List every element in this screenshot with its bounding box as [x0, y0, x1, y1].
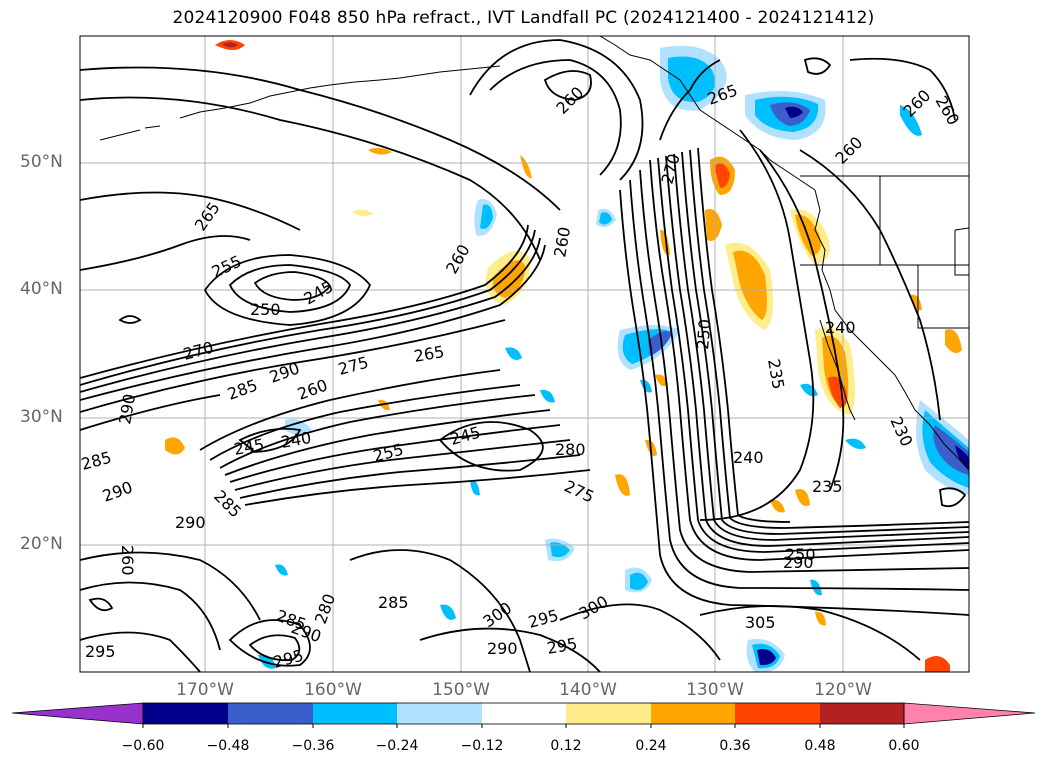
- contour-label: 280: [555, 440, 586, 459]
- contour-label: 290: [487, 639, 518, 658]
- contour-label: 285: [378, 593, 409, 612]
- lon-label: 150°W: [432, 680, 490, 700]
- colorbar-tick-label: 0.24: [635, 738, 667, 754]
- colorbar-tick-label: 0.36: [719, 738, 751, 754]
- anomaly-shading: [165, 40, 969, 672]
- colorbar-tick-label: −0.36: [291, 738, 335, 754]
- colorbar-extend-high: [903, 702, 1036, 725]
- map-title: 2024120900 F048 850 hPa refract., IVT La…: [172, 8, 875, 28]
- lon-label: 130°W: [686, 680, 744, 700]
- colorbar-tick-label: −0.48: [206, 738, 250, 754]
- lon-label: 120°W: [814, 680, 872, 700]
- colorbar-tick-label: −0.60: [121, 738, 165, 754]
- lat-label: 30°N: [20, 407, 63, 427]
- contour-label: 240: [825, 318, 856, 337]
- contour-label: 235: [812, 477, 843, 496]
- colorbar-tick-label: −0.12: [460, 738, 504, 754]
- colorbar-tick-label: 0.48: [804, 738, 836, 754]
- lat-label: 40°N: [20, 279, 63, 299]
- map-frame: [79, 35, 970, 673]
- lon-label: 140°W: [559, 680, 617, 700]
- colorbar-bin: [566, 703, 651, 724]
- colorbar-bin: [482, 703, 566, 724]
- colorbar: [11, 702, 1036, 728]
- colorbar-extend-low: [11, 702, 144, 725]
- contour-label: 260: [118, 545, 137, 576]
- colorbar-bin: [228, 703, 313, 724]
- contour-label: 305: [745, 613, 776, 632]
- contour-label: 240: [733, 448, 764, 467]
- colorbar-bin: [820, 703, 904, 724]
- colorbar-bin: [397, 703, 482, 724]
- colorbar-tick-label: −0.24: [375, 738, 419, 754]
- contour-lines: [80, 39, 969, 672]
- lat-label: 50°N: [20, 152, 63, 172]
- colorbar-bin: [143, 703, 228, 724]
- colorbar-bin: [735, 703, 820, 724]
- coastlines: [99, 36, 969, 471]
- contour-label: 295: [85, 642, 116, 661]
- colorbar-tick-label: 0.60: [888, 738, 920, 754]
- colorbar-bin: [313, 703, 397, 724]
- colorbar-tick-label: 0.12: [550, 738, 582, 754]
- lon-label: 170°W: [176, 680, 234, 700]
- contour-label: 250: [250, 300, 281, 319]
- contour-label: 250: [693, 318, 715, 350]
- contour-label: 250: [785, 545, 816, 564]
- contour-label: 290: [175, 513, 206, 532]
- lat-label: 20°N: [20, 534, 63, 554]
- colorbar-bin: [651, 703, 735, 724]
- contour-label: 290: [783, 553, 814, 572]
- lon-label: 160°W: [304, 680, 362, 700]
